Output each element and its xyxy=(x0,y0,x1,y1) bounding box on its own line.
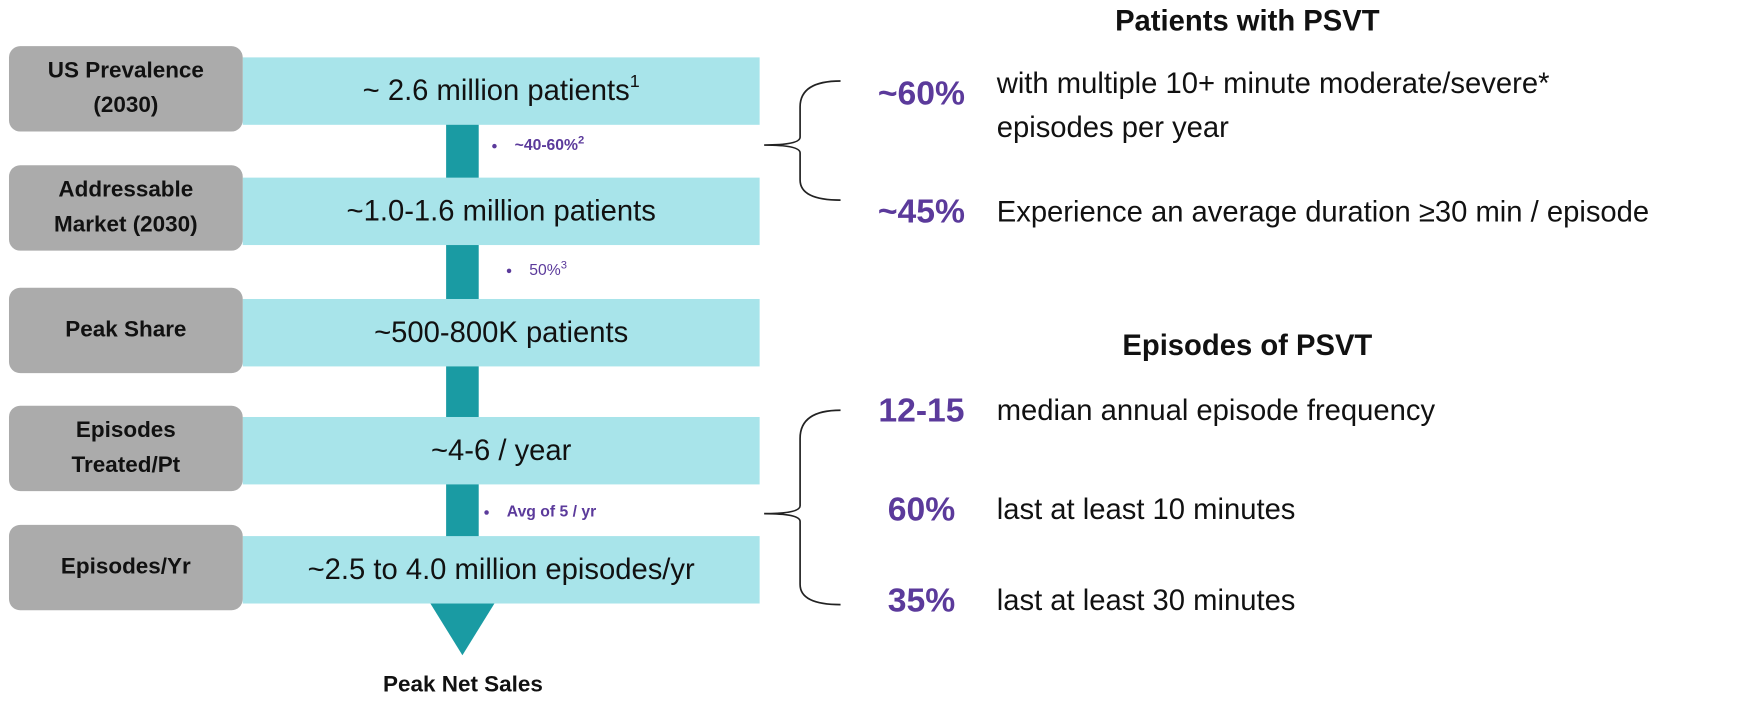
stat-description: with multiple 10+ minute moderate/severe… xyxy=(996,68,1550,100)
content: US Prevalence (2030) ~ 2.6 million patient… xyxy=(8,5,1649,696)
stat-description: median annual episode frequency xyxy=(997,395,1436,427)
stage-label: Addressable xyxy=(58,176,193,201)
stat: 12-15 xyxy=(878,391,964,429)
stage-value: ~1.0-1.6 million patients xyxy=(347,195,656,227)
footnote-ref: 3 xyxy=(561,259,567,271)
stage-value-text: ~ 2.6 million patients xyxy=(363,75,630,107)
conversion-note-text: Avg of 5 / yr xyxy=(507,504,596,521)
footnote-ref: 2 xyxy=(578,135,584,147)
stage-value: ~ 2.6 million patients1 xyxy=(363,71,640,107)
stage-box xyxy=(242,177,760,246)
stage-value: ~500-800K patients xyxy=(374,317,628,349)
bullet xyxy=(506,268,512,274)
bullet xyxy=(492,143,497,149)
bracket xyxy=(764,80,841,201)
stage-box xyxy=(242,536,760,604)
stage-value-text: ~4-6 / year xyxy=(431,435,572,467)
stat: 60% xyxy=(888,490,955,528)
stat: ~45% xyxy=(878,192,965,230)
stage-value-text: ~500-800K patients xyxy=(374,317,628,349)
stage-label-box xyxy=(8,287,243,374)
stage-label: Peak Share xyxy=(65,316,186,341)
bullet xyxy=(484,510,489,515)
stage-box xyxy=(242,416,760,485)
conversion-note-text: 50% xyxy=(529,262,560,279)
conversion-note-text: ~40-60% xyxy=(515,137,578,154)
section-title: Patients with PSVT xyxy=(1115,5,1380,37)
section-title: Episodes of PSVT xyxy=(1122,330,1372,362)
result-label: Peak Net Sales xyxy=(383,671,543,696)
flow-arrow xyxy=(430,603,495,656)
conversion-note: 50%3 xyxy=(529,259,567,279)
stage-label: Treated/Pt xyxy=(72,452,181,477)
stat: ~60% xyxy=(878,75,965,113)
stat-description: last at least 30 minutes xyxy=(997,585,1296,617)
bracket xyxy=(764,409,841,606)
conversion-note: Avg of 5 / yr xyxy=(507,504,596,521)
stage-label: Episodes xyxy=(76,417,176,442)
stat-description: Experience an average duration ≥30 min /… xyxy=(997,196,1649,228)
stage-label: US Prevalence xyxy=(48,57,204,82)
stage-label-box xyxy=(8,46,243,132)
stage-value: ~2.5 to 4.0 million episodes/yr xyxy=(308,554,695,586)
stage-label-box xyxy=(8,405,243,492)
stage-label: (2030) xyxy=(93,92,158,117)
stage-value-text: ~2.5 to 4.0 million episodes/yr xyxy=(308,554,695,586)
stage-value-text: ~1.0-1.6 million patients xyxy=(347,195,656,227)
stage-label: Market (2030) xyxy=(54,211,198,236)
footnote-ref: 1 xyxy=(630,71,640,91)
stage-label-box xyxy=(8,524,243,611)
stage-label: Episodes/Yr xyxy=(61,554,191,579)
stage-box xyxy=(242,57,760,125)
stat-description: episodes per year xyxy=(997,112,1229,144)
conversion-note: ~40-60%2 xyxy=(515,135,585,155)
stage-box xyxy=(242,298,760,367)
stat-description: last at least 10 minutes xyxy=(997,494,1296,526)
stat: 35% xyxy=(888,581,955,619)
stage-label-box xyxy=(8,165,243,251)
stage-value: ~4-6 / year xyxy=(431,435,572,467)
